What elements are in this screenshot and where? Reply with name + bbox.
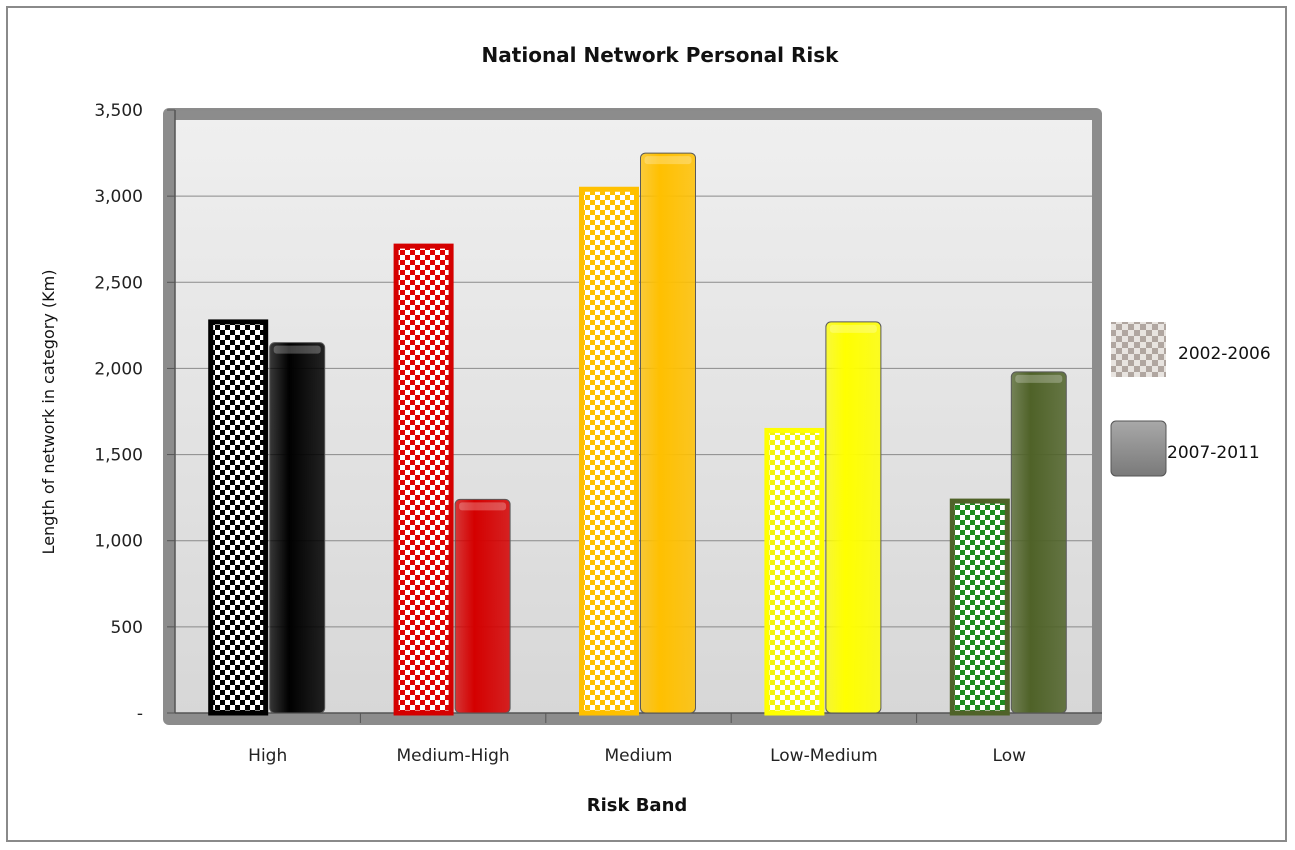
x-tick-label: Medium xyxy=(605,746,673,766)
legend-swatch-2007-2011 xyxy=(1110,420,1167,477)
x-tick-label: High xyxy=(248,746,287,766)
bar-2007-2011-Medium-High xyxy=(454,498,511,714)
y-tick-label: 500 xyxy=(111,618,143,638)
bar-2002-2006-Low-Medium xyxy=(764,427,825,716)
x-tick-label: Low-Medium xyxy=(770,746,878,766)
y-tick-label: 3,500 xyxy=(94,101,143,121)
bar-2007-2011-High xyxy=(269,342,326,714)
y-axis-title: Length of network in category (Km) xyxy=(39,270,58,555)
chart-title: National Network Personal Risk xyxy=(482,43,840,67)
bar-highlight xyxy=(829,324,877,333)
x-axis-title: Risk Band xyxy=(587,795,688,816)
bar-highlight xyxy=(459,502,507,511)
legend-swatch-2002-2006 xyxy=(1111,322,1166,377)
legend-label: 2002-2006 xyxy=(1178,344,1271,364)
x-tick-label: Low xyxy=(993,746,1027,766)
bar-highlight xyxy=(644,156,692,165)
y-tick-label: - xyxy=(137,704,143,724)
y-tick-label: 2,000 xyxy=(94,359,143,379)
y-tick-label: 3,000 xyxy=(94,187,143,207)
bar-highlight xyxy=(1015,374,1063,383)
bar-2007-2011-Low-Medium xyxy=(825,321,882,714)
y-tick-label: 1,500 xyxy=(94,446,143,466)
bar-highlight xyxy=(273,345,321,354)
y-tick-label: 1,000 xyxy=(94,532,143,552)
y-tick-label: 2,500 xyxy=(94,273,143,293)
legend: 2002-2006 2007-2011 xyxy=(1110,322,1271,477)
legend-label: 2007-2011 xyxy=(1167,443,1260,463)
bar-2007-2011-Medium xyxy=(640,152,696,714)
plot-area: - 500 1,000 1,500 2,000 2,500 3,000 3,500 High Me… xyxy=(94,101,1102,766)
bar-2002-2006-Medium-High xyxy=(393,243,454,716)
bar-2002-2006-Medium xyxy=(579,186,639,716)
bar-2002-2006-Low xyxy=(949,498,1010,716)
bar-2002-2006-High xyxy=(208,319,269,716)
bar-2007-2011-Low xyxy=(1010,371,1067,714)
x-tick-label: Medium-High xyxy=(397,746,510,766)
